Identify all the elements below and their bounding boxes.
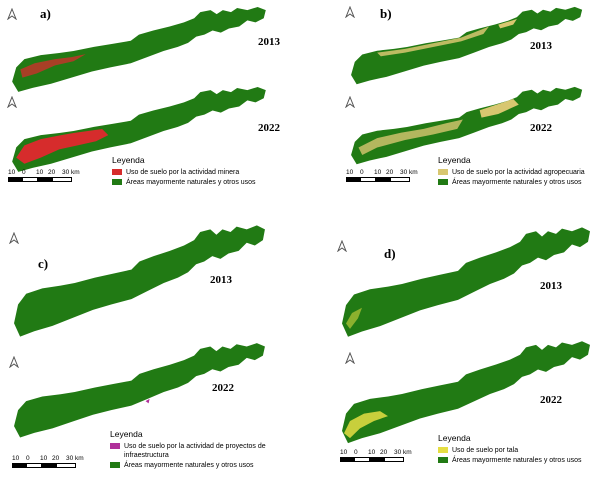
- logging-area: [344, 411, 388, 439]
- legend-item: Uso de suelo por la actividad de proyect…: [110, 442, 300, 460]
- panel-letter: a): [40, 6, 51, 21]
- north-arrow-icon: [345, 6, 355, 18]
- map-2013: [351, 6, 583, 85]
- swatch: [112, 179, 122, 185]
- swatch: [438, 447, 448, 453]
- legend-item: Áreas mayormente naturales y otros usos: [438, 178, 600, 187]
- year-label-top: 2013: [530, 40, 552, 52]
- swatch: [438, 179, 448, 185]
- legend: Leyenda Uso de suelo por la actividad de…: [110, 430, 300, 471]
- panel-a: a) 2013 2022 Leyenda Uso de suelo por la…: [0, 0, 300, 200]
- panel-d: d) 2013 2022 Leyenda Uso de suelo por ta…: [300, 222, 600, 481]
- legend-item: Uso de suelo por la actividad agropecuar…: [438, 168, 600, 177]
- legend: Leyenda Uso de suelo por tala Áreas mayo…: [438, 434, 600, 466]
- scale-bar: 10 0 10 20 30 km: [340, 449, 412, 462]
- panel-c: c) 2013 2022 Leyenda Uso de suelo por la…: [0, 222, 300, 481]
- agro-area: [358, 119, 463, 155]
- north-arrow-icon: [345, 96, 355, 108]
- map-2022: [14, 343, 265, 438]
- agro-area: [498, 19, 517, 29]
- north-arrow-icon: [9, 232, 19, 244]
- map-2022: [12, 87, 266, 172]
- mining-area: [16, 128, 109, 164]
- year-label-bottom: 2022: [540, 394, 562, 406]
- map-2022: [351, 86, 583, 165]
- legend: Leyenda Uso de suelo por la actividad mi…: [112, 156, 297, 188]
- panel-letter: b): [380, 6, 392, 21]
- north-arrow-icon: [337, 240, 347, 252]
- scale-bar: 10 0 10 20 30 km: [12, 455, 84, 468]
- year-label-bottom: 2022: [530, 122, 552, 134]
- map-2013: [342, 227, 590, 337]
- map-2022: [342, 341, 590, 444]
- swatch: [438, 457, 448, 463]
- legend-title: Leyenda: [438, 433, 471, 443]
- logging-area: [346, 307, 362, 329]
- legend-item: Uso de suelo por la actividad minera: [112, 168, 297, 177]
- panel-letter: c): [38, 256, 49, 271]
- panel-b: b) 2013 2022 Leyenda Uso de suelo por la…: [300, 0, 600, 200]
- swatch: [438, 169, 448, 175]
- swatch: [112, 169, 122, 175]
- legend-title: Leyenda: [112, 155, 145, 165]
- map-2013: [12, 7, 266, 92]
- legend-title: Leyenda: [438, 155, 471, 165]
- agro-area: [377, 26, 489, 57]
- year-label-top: 2013: [540, 280, 562, 292]
- swatch: [110, 443, 120, 449]
- scale-bar: 10 0 10 20 30 km: [8, 169, 80, 182]
- north-arrow-icon: [7, 8, 17, 20]
- legend-item: Áreas mayormente naturales y otros usos: [112, 178, 297, 187]
- north-arrow-icon: [9, 356, 19, 368]
- mining-area: [20, 54, 86, 78]
- agro-area: [479, 99, 519, 118]
- year-label-top: 2013: [258, 36, 280, 48]
- north-arrow-icon: [7, 96, 17, 108]
- year-label-bottom: 2022: [258, 122, 280, 134]
- swatch: [110, 462, 120, 468]
- scale-bar: 10 0 10 20 30 km: [346, 169, 418, 182]
- legend-item: Áreas mayormente naturales y otros usos: [110, 461, 300, 470]
- year-label-bottom: 2022: [212, 382, 234, 394]
- legend-item: Uso de suelo por tala: [438, 446, 600, 455]
- infrastructure-area: [145, 398, 150, 404]
- legend-title: Leyenda: [110, 429, 143, 439]
- year-label-top: 2013: [210, 274, 232, 286]
- legend-item: Áreas mayormente naturales y otros usos: [438, 456, 600, 465]
- panel-letter: d): [384, 246, 396, 261]
- north-arrow-icon: [345, 352, 355, 364]
- legend: Leyenda Uso de suelo por la actividad ag…: [438, 156, 600, 188]
